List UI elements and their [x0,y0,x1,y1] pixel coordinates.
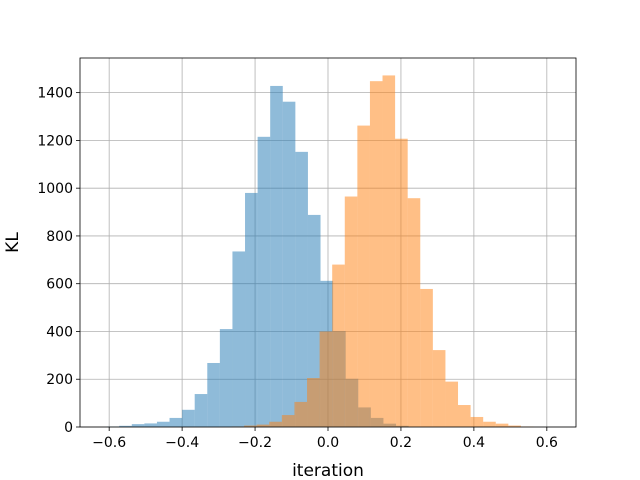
histogram-bar-series-2 [420,288,433,427]
x-tick-label: 0.2 [390,435,412,451]
histogram-bar-series-2 [458,405,471,427]
y-tick-label: 1400 [37,86,73,102]
histogram-bar-series-2 [307,378,320,427]
histogram-bar-series-1 [282,101,296,428]
y-tick-label: 1000 [37,181,73,197]
histogram-bar-series-2 [256,424,270,427]
histogram-bar-series-2 [508,425,521,427]
histogram-bar-series-2 [244,425,257,427]
histogram-bar-series-1 [194,394,208,427]
histogram-bar-series-2 [344,196,358,427]
x-tick-label: 0.0 [317,435,339,451]
histogram-bar-series-1 [307,214,321,427]
histogram-bar-series-1 [156,421,170,427]
histogram-bar-series-2 [369,81,383,427]
histogram-bar-series-1 [295,151,308,428]
histogram-bar-series-2 [294,401,308,427]
histogram-bar-series-2 [269,421,282,427]
histogram-bar-series-1 [257,136,271,427]
histogram-bar-series-1 [144,423,157,427]
histogram-bar-series-1 [131,424,145,427]
histogram-bar-series-2 [495,423,509,427]
y-tick-label: 200 [46,372,73,388]
histogram-bar-series-2 [332,264,345,427]
histogram-bar-series-2 [432,350,446,427]
y-tick-label: 1200 [37,133,73,149]
histogram-bar-series-1 [270,85,283,427]
histogram-bar-series-2 [281,415,295,427]
axis-ticks: −0.6 −0.4 −0.2 0.0 0.2 0.4 0.6 0 200 400 600 800 100… [37,86,558,451]
histogram-bars [106,75,534,428]
y-tick-label: 600 [46,277,73,293]
histogram-bar-series-1 [182,409,195,427]
histogram-bar-series-1 [232,251,246,427]
histogram-bar-series-2 [319,331,333,427]
y-tick-label: 400 [46,324,73,340]
x-tick-label: −0.6 [92,435,126,451]
histogram-bar-series-2 [407,198,421,427]
x-tick-label: −0.4 [165,435,199,451]
histogram-bar-series-1 [169,417,183,427]
y-tick-label: 0 [64,420,73,436]
y-axis-label: KL [3,232,23,253]
histogram-bar-series-2 [470,416,484,427]
histogram-bar-series-1 [219,329,233,427]
histogram-bar-series-2 [382,75,396,428]
x-tick-label: −0.2 [238,435,272,451]
histogram-bar-series-2 [395,138,408,428]
histogram-bar-series-1 [119,425,132,427]
y-tick-label: 800 [46,229,73,245]
histogram-bar-series-2 [445,381,459,427]
histogram-bar-series-1 [245,192,258,427]
histogram-bar-series-2 [357,125,370,427]
histogram-bar-series-2 [483,421,496,427]
x-axis-label: iteration [292,461,364,480]
x-tick-label: 0.4 [463,435,485,451]
histogram-bar-series-1 [207,362,220,427]
x-tick-label: 0.6 [536,435,558,451]
